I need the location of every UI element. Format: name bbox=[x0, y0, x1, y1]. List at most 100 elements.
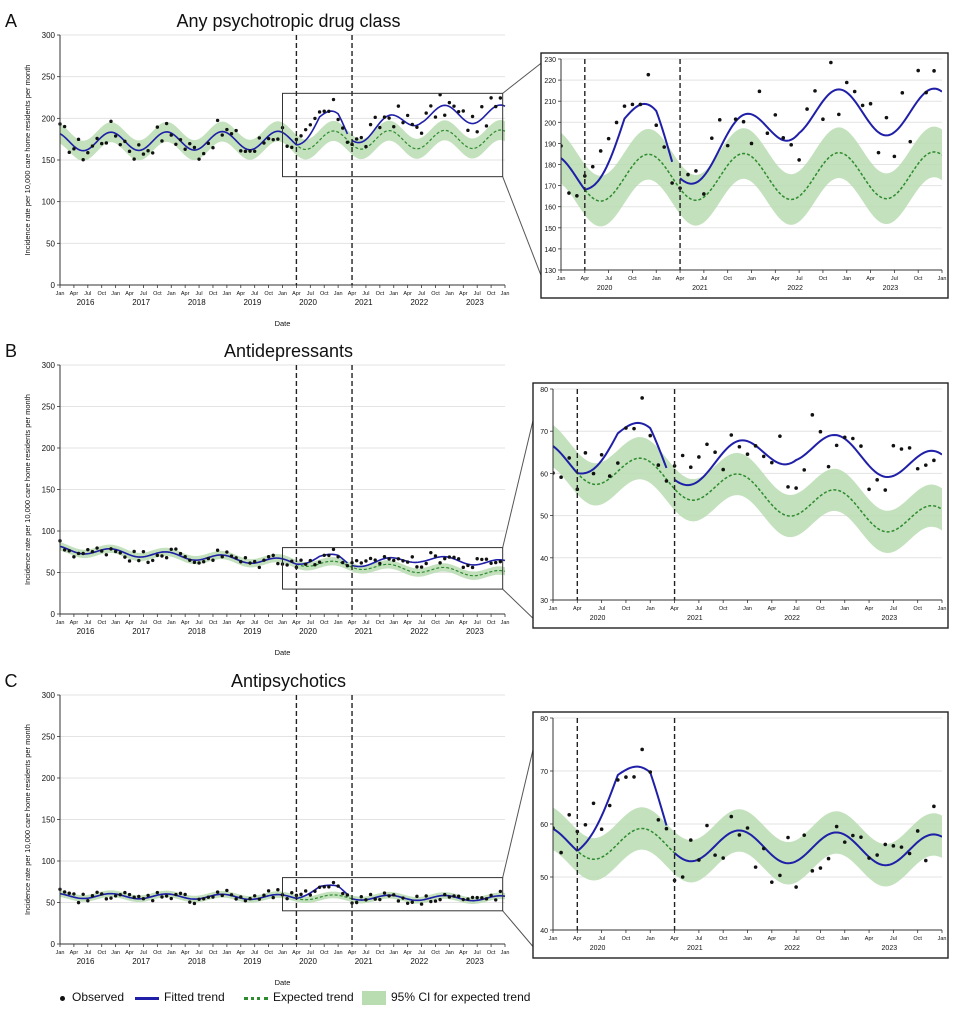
observed-point bbox=[826, 856, 831, 861]
observed-point bbox=[494, 104, 498, 109]
x-tick-label: Jan bbox=[747, 276, 756, 282]
observed-point bbox=[899, 447, 904, 451]
observed-point bbox=[753, 444, 758, 448]
observed-point bbox=[607, 803, 612, 808]
x-tick-label: Oct bbox=[819, 276, 828, 282]
x-tick-label: Oct bbox=[719, 606, 728, 612]
observed-point bbox=[303, 127, 308, 132]
observed-point bbox=[248, 896, 252, 901]
y-tick-label: 50 bbox=[46, 899, 55, 908]
x-tick-label: Oct bbox=[723, 276, 732, 282]
observed-point bbox=[638, 102, 643, 107]
observed-point bbox=[137, 558, 141, 563]
observed-point bbox=[285, 144, 289, 148]
panel-letter: B bbox=[5, 341, 17, 361]
x-tick-label: Jan bbox=[111, 291, 120, 297]
panel-title: Any psychotropic drug class bbox=[176, 11, 400, 31]
observed-point bbox=[834, 443, 839, 448]
y-tick-label: 80 bbox=[540, 716, 548, 723]
observed-point bbox=[415, 894, 419, 899]
observed-point bbox=[829, 60, 833, 65]
observed-point bbox=[271, 895, 275, 900]
observed-point bbox=[160, 554, 164, 558]
observed-point bbox=[559, 850, 563, 855]
observed-point bbox=[844, 80, 849, 85]
observed-point bbox=[183, 892, 187, 897]
x-tick-label: Jul bbox=[890, 936, 897, 942]
x-tick-label: Jul bbox=[307, 620, 314, 626]
observed-point bbox=[859, 835, 863, 839]
x-tick-label: Jan bbox=[111, 950, 120, 956]
observed-point bbox=[654, 123, 659, 128]
observed-point bbox=[697, 455, 701, 459]
x-year-label: 2020 bbox=[597, 285, 613, 292]
x-tick-label: Jan bbox=[334, 291, 343, 297]
observed-point bbox=[461, 897, 465, 902]
x-year-label: 2019 bbox=[243, 957, 261, 966]
zoom-box bbox=[282, 92, 504, 178]
x-tick-label: Apr bbox=[403, 950, 412, 956]
x-tick-label: Jan bbox=[389, 291, 398, 297]
x-year-label: 2021 bbox=[355, 627, 373, 636]
observed-point bbox=[322, 885, 326, 889]
observed-point bbox=[915, 466, 920, 471]
x-tick-label: Apr bbox=[581, 276, 590, 282]
observed-point bbox=[345, 893, 350, 897]
x-tick-label: Apr bbox=[181, 950, 190, 956]
observed-point bbox=[252, 559, 257, 564]
observed-point bbox=[656, 818, 661, 822]
observed-point bbox=[331, 97, 336, 102]
observed-point bbox=[225, 550, 229, 554]
x-tick-label: Apr bbox=[670, 606, 679, 612]
observed-point bbox=[447, 895, 452, 899]
observed-point bbox=[489, 561, 493, 565]
observed-point bbox=[378, 561, 382, 566]
observed-point bbox=[146, 893, 150, 898]
fitted-trend-line bbox=[584, 102, 674, 191]
observed-point bbox=[368, 892, 373, 897]
observed-point bbox=[599, 452, 604, 457]
x-tick-label: Jan bbox=[549, 936, 558, 942]
observed-point bbox=[197, 157, 201, 161]
x-tick-label: Jul bbox=[140, 291, 147, 297]
observed-point bbox=[932, 458, 936, 463]
legend-expected-label: Expected trend bbox=[273, 990, 354, 1004]
x-tick-label: Jul bbox=[140, 950, 147, 956]
x-tick-label: Jul bbox=[891, 276, 898, 282]
observed-point bbox=[169, 547, 173, 551]
x-tick-label: Apr bbox=[403, 291, 412, 297]
observed-point bbox=[368, 556, 373, 561]
x-tick-label: Apr bbox=[237, 950, 246, 956]
observed-point bbox=[248, 561, 252, 565]
observed-point bbox=[164, 894, 169, 898]
observed-point bbox=[883, 842, 888, 847]
x-tick-label: Jul bbox=[140, 620, 147, 626]
x-tick-label: Oct bbox=[264, 620, 273, 626]
observed-point bbox=[867, 487, 871, 492]
x-tick-label: Apr bbox=[459, 291, 468, 297]
y-axis-label: Incidence rate per 10,000 care home resi… bbox=[23, 65, 32, 256]
observed-point bbox=[113, 894, 118, 898]
x-tick-label: Jul bbox=[474, 950, 481, 956]
x-year-label: 2022 bbox=[784, 615, 800, 622]
fitted-trend-line bbox=[351, 894, 506, 902]
observed-point bbox=[466, 128, 470, 133]
x-year-label: 2023 bbox=[466, 957, 484, 966]
observed-point bbox=[786, 835, 790, 840]
x-year-label: 2020 bbox=[590, 615, 606, 622]
y-tick-label: 230 bbox=[544, 57, 556, 64]
x-tick-label: Apr bbox=[70, 620, 79, 626]
x-tick-label: Jan bbox=[56, 950, 65, 956]
observed-point bbox=[364, 144, 368, 149]
observed-point bbox=[178, 137, 183, 142]
observed-point bbox=[100, 549, 104, 553]
observed-point bbox=[401, 559, 405, 563]
x-year-label: 2021 bbox=[355, 957, 373, 966]
x-year-label: 2016 bbox=[77, 627, 95, 636]
observed-point bbox=[127, 149, 132, 154]
observed-point bbox=[590, 164, 595, 169]
observed-point bbox=[327, 553, 331, 558]
y-tick-label: 190 bbox=[544, 141, 556, 148]
observed-point bbox=[410, 555, 414, 559]
observed-point bbox=[583, 822, 588, 827]
